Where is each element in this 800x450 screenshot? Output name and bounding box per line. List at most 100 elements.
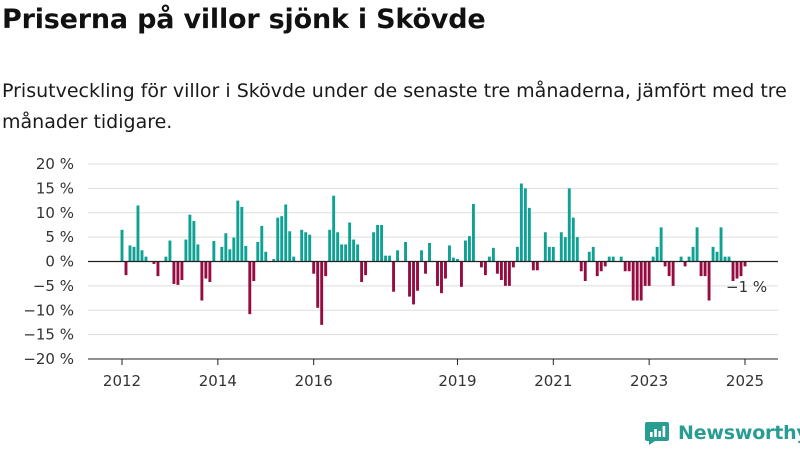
bar xyxy=(631,261,635,301)
bar xyxy=(288,231,292,262)
x-tick-label: 2014 xyxy=(199,372,237,390)
bar xyxy=(308,234,312,262)
bar xyxy=(320,261,324,325)
bar xyxy=(483,261,487,276)
axes: 20 % 15 % 10 % 5 % 0 % −5 % −10 % −15 % −20 % 201… xyxy=(23,155,778,390)
bar xyxy=(635,261,639,301)
bar xyxy=(499,261,503,281)
bar xyxy=(535,261,539,271)
bar xyxy=(444,261,447,279)
bar xyxy=(647,261,651,286)
last-value-label: −1 % xyxy=(726,278,767,296)
y-tick-label: −20 % xyxy=(23,350,74,368)
bar xyxy=(256,242,260,262)
bar xyxy=(460,261,463,287)
bar xyxy=(136,205,140,262)
bar xyxy=(599,261,603,272)
bar xyxy=(731,261,735,281)
bars xyxy=(120,183,747,325)
bar xyxy=(364,261,368,276)
bar xyxy=(531,261,535,271)
bar xyxy=(260,225,264,262)
bar xyxy=(316,261,320,308)
bar xyxy=(491,247,495,262)
bar xyxy=(691,246,695,262)
bar xyxy=(236,200,240,262)
bar xyxy=(328,229,332,262)
bar xyxy=(208,261,212,282)
x-tick-label: 2021 xyxy=(534,372,572,390)
bar xyxy=(276,217,280,262)
bar xyxy=(667,261,671,277)
bar xyxy=(196,244,200,262)
bar xyxy=(643,261,647,286)
bar xyxy=(619,256,623,262)
bar xyxy=(687,256,691,262)
bar xyxy=(220,246,224,262)
bar xyxy=(436,261,439,286)
y-tick-label: 15 % xyxy=(36,179,74,197)
bar xyxy=(332,195,336,262)
bar xyxy=(551,246,555,262)
y-tick-label: 0 % xyxy=(45,253,74,271)
bar xyxy=(679,256,683,262)
bar xyxy=(527,207,531,262)
chart-title: Priserna på villor sjönk i Skövde xyxy=(2,4,486,35)
bar xyxy=(200,261,204,301)
newsworthy-logo-icon xyxy=(645,422,669,445)
bar xyxy=(607,256,611,262)
bar xyxy=(120,229,124,262)
brand-name: Newsworthy xyxy=(678,422,800,444)
bar xyxy=(424,261,427,274)
bar xyxy=(663,261,667,267)
bar xyxy=(428,242,431,262)
bar xyxy=(583,261,587,281)
bar xyxy=(232,237,236,262)
bar xyxy=(463,240,467,262)
bar xyxy=(543,232,547,262)
bar xyxy=(384,255,388,262)
bar xyxy=(519,183,523,262)
bar xyxy=(739,261,743,277)
bar xyxy=(559,232,563,262)
bar xyxy=(372,232,376,262)
bar xyxy=(240,206,244,262)
bar xyxy=(595,261,599,277)
bar xyxy=(140,250,144,262)
bar xyxy=(420,250,423,262)
bar xyxy=(683,261,687,267)
bar xyxy=(456,259,459,262)
bar xyxy=(719,227,723,262)
bar xyxy=(344,244,348,262)
x-tick-label: 2012 xyxy=(103,372,141,390)
x-tick-label: 2019 xyxy=(438,372,476,390)
bar xyxy=(396,250,400,262)
bar xyxy=(703,261,707,277)
bar xyxy=(711,246,715,262)
bar xyxy=(523,188,527,262)
bar xyxy=(388,255,392,262)
bar xyxy=(176,261,180,285)
bar xyxy=(280,216,284,262)
bar xyxy=(380,224,384,262)
bar xyxy=(511,261,515,268)
bar xyxy=(152,261,156,264)
bar xyxy=(416,261,419,291)
y-tick-label: −15 % xyxy=(23,326,74,344)
bar xyxy=(547,246,551,262)
bar xyxy=(495,261,499,274)
x-tick-label: 2023 xyxy=(630,372,668,390)
y-tick-label: 10 % xyxy=(36,204,74,222)
bar xyxy=(164,256,168,262)
bar xyxy=(360,261,364,282)
bar xyxy=(507,261,511,286)
bar xyxy=(627,261,631,272)
bar xyxy=(579,261,583,272)
bar xyxy=(471,203,475,262)
bar xyxy=(404,242,407,262)
bar xyxy=(448,245,451,262)
bar xyxy=(272,259,276,262)
bar xyxy=(244,245,248,262)
bar xyxy=(352,239,356,262)
